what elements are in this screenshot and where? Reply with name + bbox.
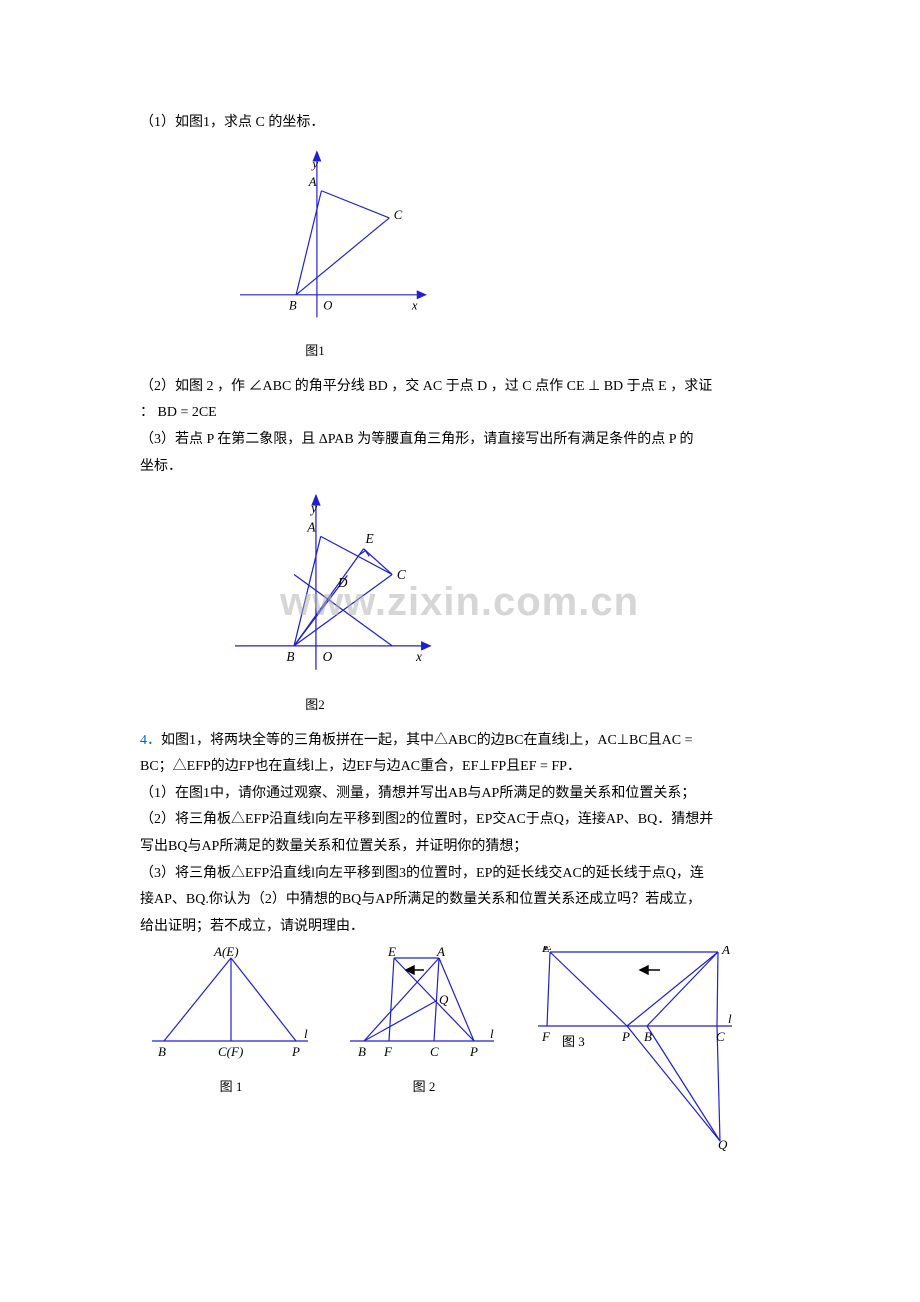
svg-text:B: B [158, 1044, 166, 1059]
svg-text:l: l [490, 1026, 494, 1041]
svg-text:A: A [308, 175, 317, 189]
q3-part2-line2: ： BD = 2CE [140, 400, 780, 427]
svg-text:A(E): A(E) [213, 946, 239, 959]
svg-text:A: A [436, 946, 445, 959]
svg-text:C: C [430, 1044, 439, 1059]
q4-fig2-svg: E A Q B F C P l [344, 946, 504, 1066]
svg-text:D: D [337, 575, 348, 590]
q4-line4: （2）将三角板△EFP沿直线l向左平移到图2的位置时，EP交AC于点Q，连接AP… [140, 807, 780, 834]
svg-text:A: A [306, 520, 316, 535]
svg-text:E: E [541, 946, 550, 955]
svg-text:E: E [364, 531, 373, 546]
svg-text:C: C [716, 1029, 725, 1044]
svg-text:B: B [289, 298, 297, 312]
q4-line3: （1）在图1中，请你通过观察、测量，猜想并写出AB与AP所满足的数量关系和位置关… [140, 781, 780, 808]
q4-fig1-label: 图 1 [146, 1075, 316, 1100]
q4-line1: 4．如图1，将两块全等的三角板拼在一起，其中△ABC的边BC在直线l上，AC⊥B… [140, 728, 780, 755]
svg-text:x: x [411, 298, 418, 312]
svg-text:P: P [469, 1044, 478, 1059]
svg-text:A: A [721, 946, 730, 957]
q4-line1-text: 如图1，将两块全等的三角板拼在一起，其中△ABC的边BC在直线l上，AC⊥BC且… [161, 733, 693, 748]
q4-figure-1: A(E) B C(F) P l 图 1 [146, 946, 316, 1099]
figure-1-svg: y A C B O x [220, 141, 450, 331]
q4-fig1-svg: A(E) B C(F) P l [146, 946, 316, 1066]
figure-2-svg: y A E D C B O x [220, 484, 450, 684]
q4-line2: BC；△EFP的边FP也在直线l上，边EF与边AC重合，EF⊥FP且EF = F… [140, 754, 780, 781]
q4-line8: 给出证明；若不成立，请说明理由． [140, 914, 780, 941]
svg-text:C: C [394, 207, 403, 221]
svg-text:F: F [541, 1029, 551, 1044]
q4-line7: 接AP、BQ.你认为（2）中猜想的BQ与AP所满足的数量关系和位置关系还成立吗？… [140, 887, 780, 914]
svg-text:O: O [323, 649, 333, 664]
svg-text:C: C [397, 567, 407, 582]
svg-text:l: l [304, 1026, 308, 1041]
svg-text:O: O [323, 298, 332, 312]
svg-text:B: B [644, 1029, 652, 1044]
q3-part1-text: （1）如图1，求点 C 的坐标． [140, 110, 780, 137]
q4-figure-3: E E A F P B C l Q [532, 946, 737, 1162]
q4-figures-row: A(E) B C(F) P l 图 1 [146, 946, 780, 1162]
q4-line5: 写出BQ与AP所满足的数量关系和位置关系，并证明你的猜想； [140, 834, 780, 861]
q4-figure-2: E A Q B F C P l 图 2 [344, 946, 504, 1099]
svg-text:P: P [291, 1044, 300, 1059]
figure-2-container: y A E D C B O x www.zixin.com.cn 图2 [220, 484, 780, 717]
figure-1-container: y A C B O x 图1 [220, 141, 780, 364]
figure-2-label: 图2 [220, 693, 410, 718]
q3-part3-line2: 坐标． [140, 454, 780, 481]
q4-fig2-label: 图 2 [344, 1075, 504, 1100]
svg-text:B: B [358, 1044, 366, 1059]
q4-number: 4． [140, 733, 161, 748]
svg-text:E: E [387, 946, 396, 959]
svg-text:Q: Q [718, 1137, 728, 1151]
q3-part2-line1: （2）如图 2 ，作 ∠ABC 的角平分线 BD ，交 AC 于点 D ，过 C… [140, 374, 780, 401]
q4-fig3-inline-label: 图 3 [562, 1034, 585, 1049]
svg-text:C(F): C(F) [218, 1044, 243, 1059]
page: （1）如图1，求点 C 的坐标． y A C B O x [0, 0, 920, 1202]
q4-line6: （3）将三角板△EFP沿直线l向左平移到图3的位置时，EP的延长线交AC的延长线… [140, 861, 780, 888]
q3-part3-line1: （3）若点 P 在第二象限，且 ΔPAB 为等腰直角三角形，请直接写出所有满足条… [140, 427, 780, 454]
figure-1-label: 图1 [220, 339, 410, 364]
svg-text:Q: Q [439, 992, 449, 1007]
svg-text:y: y [310, 157, 318, 171]
svg-text:x: x [415, 649, 422, 664]
svg-text:F: F [383, 1044, 393, 1059]
svg-text:y: y [309, 501, 317, 516]
svg-text:P: P [621, 1029, 630, 1044]
svg-text:B: B [286, 649, 294, 664]
svg-text:l: l [728, 1011, 732, 1026]
q4-fig3-svg: E E A F P B C l Q [532, 946, 737, 1151]
